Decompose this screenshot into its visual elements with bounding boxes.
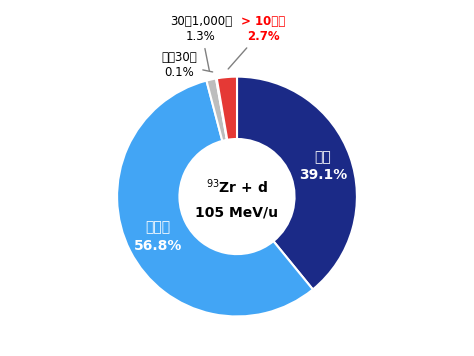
Wedge shape	[216, 78, 227, 140]
Wedge shape	[117, 80, 313, 316]
Text: １～30年
0.1%: １～30年 0.1%	[162, 51, 213, 79]
Text: 安定
39.1%: 安定 39.1%	[299, 150, 347, 182]
Text: ＜１年
56.8%: ＜１年 56.8%	[134, 221, 182, 253]
Text: 105 MeV/u: 105 MeV/u	[195, 205, 279, 219]
Wedge shape	[217, 77, 237, 140]
Text: 30～1,000年
1.3%: 30～1,000年 1.3%	[170, 15, 232, 71]
Text: $^{93}$Zr + d: $^{93}$Zr + d	[206, 178, 268, 196]
Wedge shape	[207, 78, 227, 141]
Wedge shape	[237, 77, 357, 289]
Text: > 10万年
2.7%: > 10万年 2.7%	[228, 15, 285, 69]
